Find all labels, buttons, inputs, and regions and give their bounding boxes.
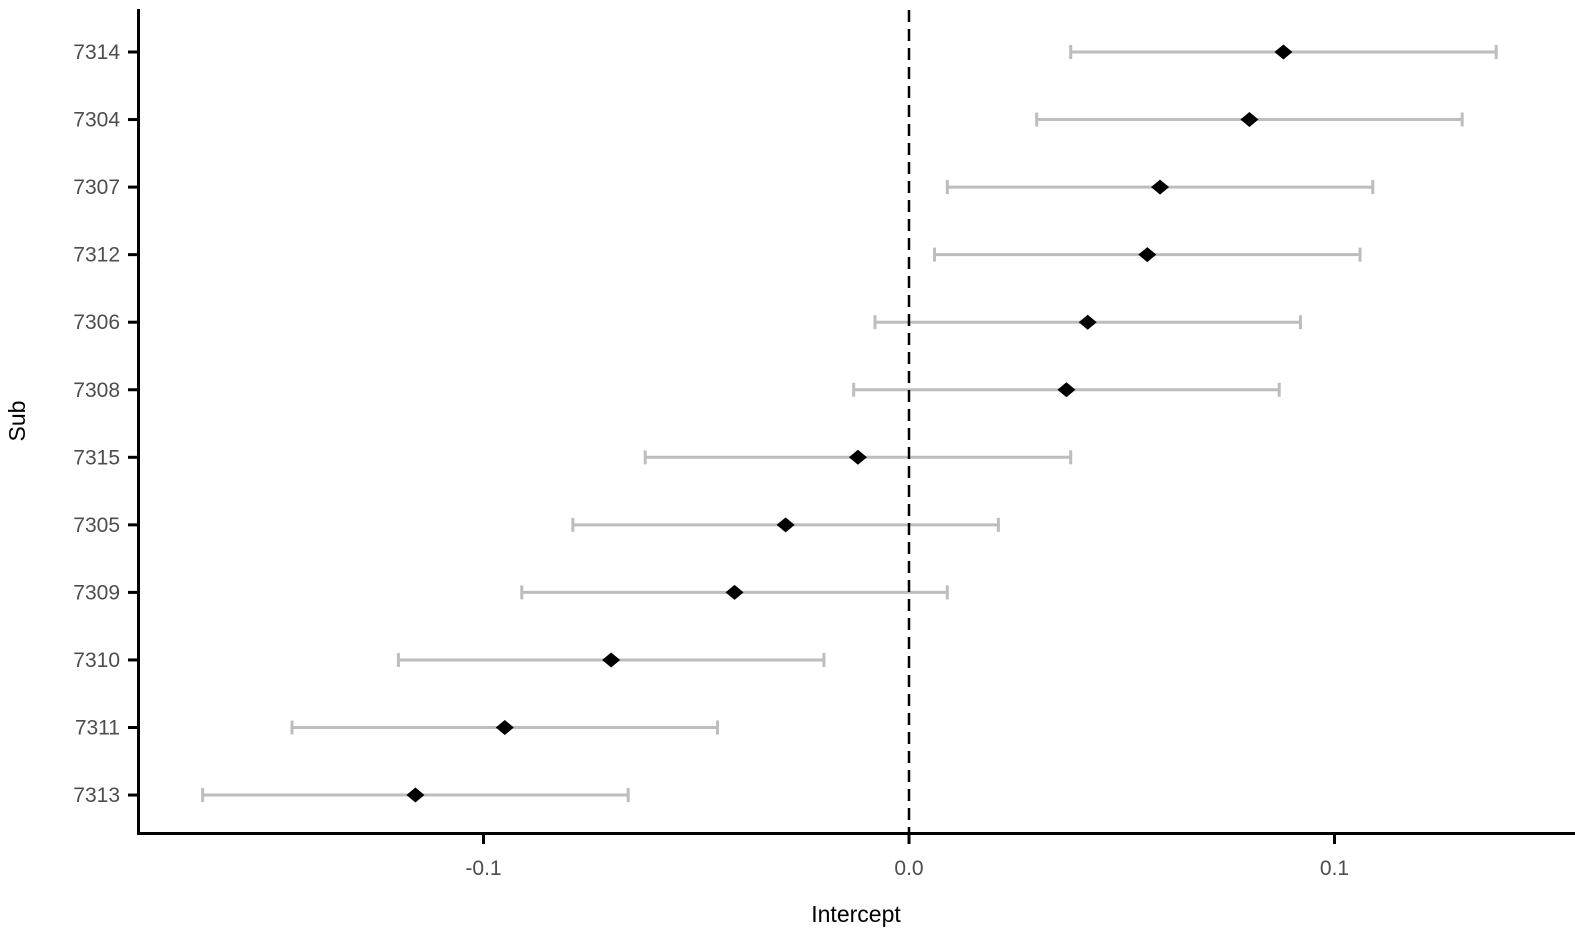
error-bars-layer bbox=[201, 45, 1498, 803]
points-layer bbox=[406, 44, 1293, 803]
y-tick-label: 7308 bbox=[73, 379, 120, 402]
x-axis-title: Intercept bbox=[811, 901, 901, 927]
y-tick-label: 7306 bbox=[73, 311, 120, 334]
y-tick-label: 7313 bbox=[73, 784, 120, 807]
y-axis-title: Sub bbox=[4, 401, 30, 442]
point-estimate-7315 bbox=[848, 449, 867, 465]
y-tick-label: 7312 bbox=[73, 244, 120, 267]
y-tick-label: 7307 bbox=[73, 176, 120, 199]
ticks-layer: 7314 7304 7307 7312 7306 7308 7315 7305 7309 7310… bbox=[73, 41, 1349, 880]
point-estimate-7306 bbox=[1078, 314, 1097, 330]
y-tick-label: 7309 bbox=[73, 581, 120, 604]
y-tick-label: 7304 bbox=[73, 109, 120, 132]
point-estimate-7304 bbox=[1240, 112, 1259, 128]
point-estimate-7307 bbox=[1151, 179, 1170, 195]
y-tick-label: 7310 bbox=[73, 649, 120, 672]
point-estimate-7313 bbox=[406, 787, 425, 803]
point-estimate-7314 bbox=[1274, 44, 1293, 60]
point-estimate-7308 bbox=[1057, 382, 1076, 398]
point-estimate-7310 bbox=[602, 652, 621, 668]
x-tick-label: -0.1 bbox=[465, 857, 501, 880]
point-estimate-7312 bbox=[1138, 247, 1157, 263]
x-tick-label: 0.1 bbox=[1320, 857, 1349, 880]
y-tick-label: 7315 bbox=[73, 446, 120, 469]
point-estimate-7305 bbox=[776, 517, 795, 533]
point-estimate-7309 bbox=[725, 584, 744, 600]
point-estimate-7311 bbox=[495, 720, 514, 735]
y-tick-label: 7311 bbox=[75, 717, 120, 740]
y-tick-label: 7314 bbox=[73, 41, 120, 64]
y-tick-label: 7305 bbox=[73, 514, 120, 537]
x-tick-label: 0.0 bbox=[894, 857, 923, 880]
